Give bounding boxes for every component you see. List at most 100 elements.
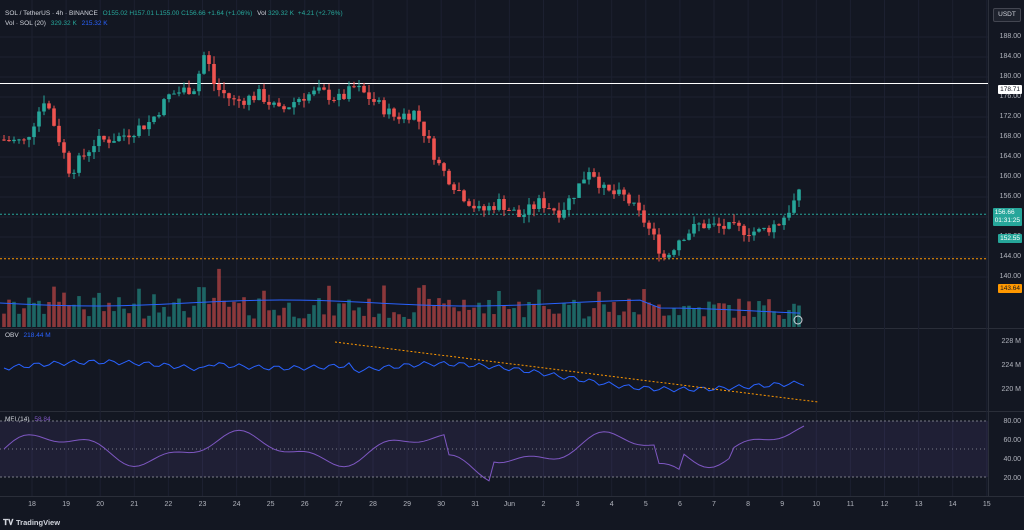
candle-body — [477, 206, 481, 209]
candle-body — [762, 227, 766, 229]
candle-body — [227, 93, 231, 99]
volume-bar — [27, 297, 31, 327]
last-price-value: 156.66 — [994, 209, 1015, 216]
candle-body — [427, 135, 431, 139]
candle-body — [622, 189, 626, 195]
candle-body — [322, 87, 326, 90]
candle-body — [497, 198, 501, 210]
time-tick: 8 — [746, 501, 751, 508]
candle-body — [27, 137, 31, 140]
price-tick: 160.00 — [999, 173, 1021, 180]
time-tick: 29 — [403, 501, 411, 508]
mfi-label[interactable]: MFI (14) — [5, 416, 30, 423]
volume-bar — [677, 315, 681, 327]
volume-bar — [742, 316, 746, 327]
volume-bar — [212, 297, 216, 327]
candle-body — [407, 113, 411, 120]
candle-body — [647, 222, 651, 229]
candle-body — [742, 225, 746, 236]
tradingview-logo-icon[interactable]: 𝐓𝐕 — [3, 518, 14, 527]
volume-bar — [112, 311, 116, 327]
currency-button[interactable]: USDT — [993, 8, 1021, 22]
candle-body — [112, 141, 116, 143]
volume-bar — [532, 303, 536, 327]
footer-bar: 𝐓𝐕 TradingView — [0, 515, 1024, 530]
volume-bar — [682, 306, 686, 327]
obv-trendline — [334, 341, 819, 403]
time-tick: 20 — [96, 501, 105, 508]
candle-body — [672, 250, 676, 255]
volume-bar — [62, 292, 66, 327]
price-pane[interactable] — [0, 0, 988, 328]
support-level-badge: 152.55 — [998, 234, 1022, 243]
volume-bar — [227, 306, 231, 327]
price-tick: 172.00 — [999, 113, 1021, 120]
volume-bar — [157, 312, 161, 327]
last-price-badge: 156.66 01:31:25 — [992, 208, 1022, 226]
candle-body — [547, 208, 551, 210]
candle-body — [262, 89, 266, 102]
candle-body — [62, 142, 66, 153]
volume-bar — [102, 311, 106, 327]
candle-body — [317, 87, 321, 91]
volume-bar — [297, 318, 301, 327]
volume-bar — [417, 287, 421, 327]
candle-body — [782, 217, 786, 226]
symbol-legend: SOL / TetherUS · 4h · BINANCE O155.02 H1… — [5, 10, 343, 17]
mfi-tick: 60.00 — [1003, 437, 1021, 444]
volume-bar — [562, 303, 566, 327]
candle-body — [277, 102, 281, 107]
time-axis[interactable]: 18 19 20 21 22 23 24 25 26 27 28 29 30 31 Jun 2 3 4 5 6 7 8 9 1… — [0, 497, 1024, 515]
time-tick: 6 — [677, 501, 682, 508]
candle-body — [162, 99, 166, 116]
candle-body — [337, 93, 341, 101]
chart-canvas[interactable] — [0, 0, 988, 496]
volume-bar — [2, 313, 6, 327]
volume-bar — [442, 303, 446, 327]
volume-bar — [67, 305, 71, 327]
obv-pane[interactable] — [0, 329, 988, 411]
price-tick: 144.00 — [999, 253, 1021, 260]
vol-label: Vol — [257, 10, 267, 17]
volume-bar — [357, 307, 361, 327]
volume-bar — [572, 299, 576, 327]
volume-bar — [302, 318, 306, 327]
mfi-axis[interactable]: 80.00 60.00 40.00 20.00 — [988, 412, 1024, 496]
candle-body — [632, 202, 636, 204]
price-tick: 176.00 — [999, 93, 1021, 100]
candle-body — [447, 170, 451, 185]
time-tick: 31 — [471, 501, 480, 508]
candle-body — [347, 86, 351, 99]
candle-body — [372, 99, 376, 102]
volume-bar — [307, 313, 311, 327]
volume-bar — [247, 315, 251, 327]
obv-line — [3, 359, 805, 393]
price-axis[interactable]: 188.00 184.00 180.00 176.00 172.00 168.00 164.… — [988, 0, 1024, 328]
volume-bar — [507, 309, 511, 327]
footer-logo-text[interactable]: TradingView — [16, 518, 61, 527]
candle-body — [592, 172, 596, 177]
price-tick: 168.00 — [999, 133, 1021, 140]
volume-bar — [522, 317, 526, 327]
symbol-title[interactable]: SOL / TetherUS · 4h · BINANCE — [5, 10, 98, 17]
volume-bar — [12, 301, 16, 327]
candle-body — [537, 198, 541, 209]
candle-body — [167, 94, 171, 100]
volume-bar — [282, 307, 286, 327]
vol-sma-label[interactable]: Vol · SOL (20) — [5, 20, 46, 27]
candle-body — [652, 228, 656, 235]
resistance-level-badge: 178.71 — [998, 85, 1022, 94]
volume-bar — [602, 304, 606, 327]
candle-body — [72, 172, 76, 174]
price-tick: 164.00 — [999, 153, 1021, 160]
countdown-value: 01:31:25 — [994, 217, 1020, 224]
obv-label[interactable]: OBV — [5, 332, 19, 339]
candle-body — [2, 139, 6, 141]
volume-bar — [447, 299, 451, 327]
volume-bar — [387, 317, 391, 327]
obv-axis[interactable]: 228 M 224 M 220 M — [988, 329, 1024, 411]
candle-body — [122, 135, 126, 137]
volume-bar — [632, 312, 636, 327]
vol-value: 329.32 K — [267, 10, 294, 17]
mfi-tick: 80.00 — [1003, 418, 1021, 425]
